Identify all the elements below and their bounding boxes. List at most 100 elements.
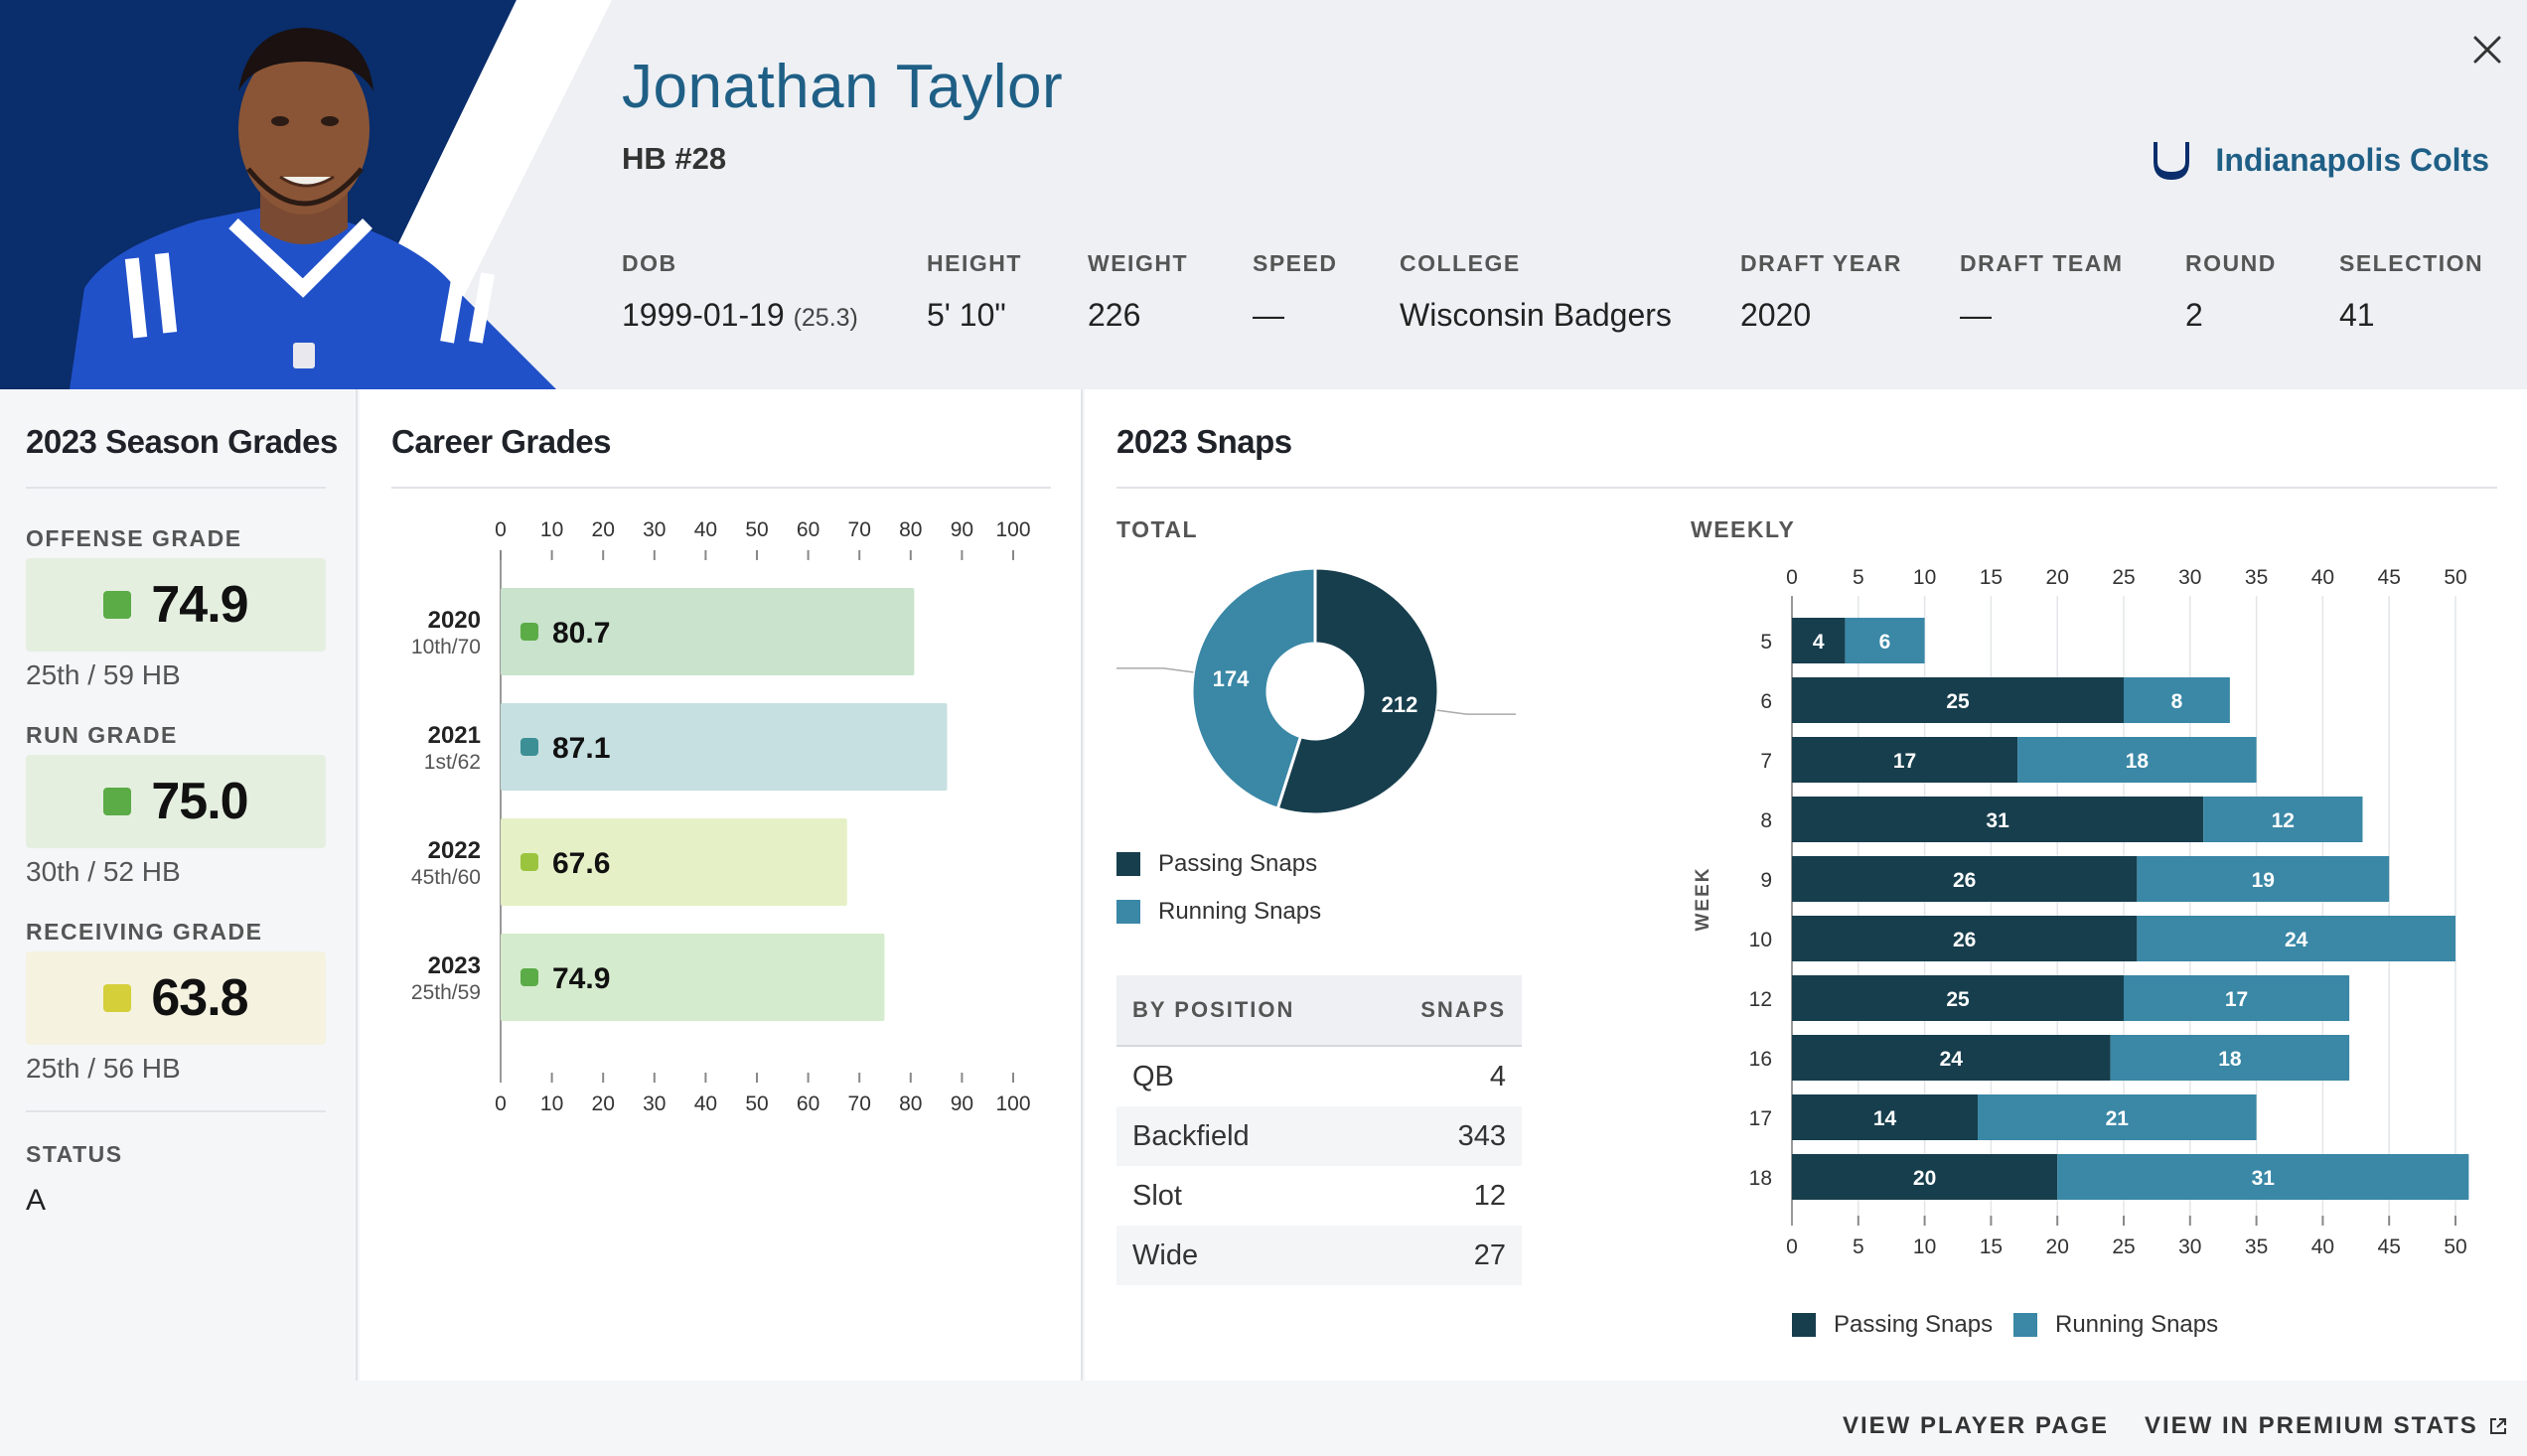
position-snaps: 12 xyxy=(1473,1179,1506,1212)
table-row: Slot 12 xyxy=(1116,1166,1522,1226)
divider xyxy=(26,1110,326,1112)
receiving-grade-label: RECEIVING GRADE xyxy=(26,919,263,945)
bar-value-label: 4 xyxy=(1813,631,1825,654)
bar-value-label: 25 xyxy=(1946,690,1970,713)
bio-label: DRAFT YEAR xyxy=(1740,250,1902,276)
table-row: QB 4 xyxy=(1116,1047,1522,1106)
grade-color-dot xyxy=(520,853,538,871)
offense-grade-value: 74.9 xyxy=(151,576,248,634)
bar-value-label: 18 xyxy=(2126,750,2150,773)
legend-label: Running Snaps xyxy=(2055,1311,2219,1338)
career-grades-panel: Career Grades 0 0 10 10 20 20 30 30 40 40 50 50 60 60… xyxy=(360,389,1083,1381)
footer: VIEW PLAYER PAGE VIEW IN PREMIUM STATS xyxy=(0,1381,2527,1456)
x-tick-label-bottom: 45 xyxy=(2378,1236,2401,1258)
bar-value-label: 31 xyxy=(2252,1167,2276,1190)
week-label: 17 xyxy=(1749,1107,1772,1130)
legend-label: Passing Snaps xyxy=(1158,850,1318,877)
x-tick-label-bottom: 20 xyxy=(592,1092,615,1115)
x-tick-label-bottom: 30 xyxy=(2178,1236,2201,1258)
season-rank-label: 10th/70 xyxy=(411,636,481,658)
running-snaps-bar xyxy=(2203,797,2363,842)
player-position: HB #28 xyxy=(622,141,727,176)
running-snaps-bar xyxy=(1978,1094,2257,1140)
bio-value: Wisconsin Badgers xyxy=(1400,297,1672,333)
x-tick-label-bottom: 40 xyxy=(2311,1236,2334,1258)
x-tick-label-top: 45 xyxy=(2378,566,2401,589)
season-rank-label: 1st/62 xyxy=(424,751,481,774)
snaps-header: SNAPS xyxy=(1420,997,1506,1022)
career-grades-title: Career Grades xyxy=(391,423,611,460)
by-position-header: BY POSITION xyxy=(1132,997,1295,1022)
x-tick-label-top: 70 xyxy=(848,518,871,541)
legend-swatch xyxy=(1792,1313,1816,1337)
view-premium-stats-link[interactable]: VIEW IN PREMIUM STATS xyxy=(2145,1412,2508,1440)
position-name: Backfield xyxy=(1132,1119,1250,1152)
y-axis-label: WEEK xyxy=(1693,867,1713,932)
donut-slice xyxy=(1275,568,1440,816)
bio-value: 41 xyxy=(2339,297,2375,333)
view-player-page-link[interactable]: VIEW PLAYER PAGE xyxy=(1843,1412,2109,1440)
career-grade-bar xyxy=(501,588,915,675)
bar-value-label: 17 xyxy=(2225,988,2248,1011)
bio-label: SPEED xyxy=(1253,250,1338,276)
running-snaps-bar xyxy=(2017,737,2257,783)
x-tick-label-bottom: 35 xyxy=(2245,1236,2268,1258)
snaps-title: 2023 Snaps xyxy=(1116,423,1292,460)
x-tick-label-bottom: 0 xyxy=(495,1092,507,1115)
table-body: QB 4 Backfield 343 Slot 12 Wide 27 xyxy=(1116,1047,1522,1285)
bar-value-label: 24 xyxy=(2285,929,2308,951)
bio-label: ROUND xyxy=(2185,250,2277,276)
bio-age: (25.3) xyxy=(793,304,858,332)
x-tick-label-bottom: 5 xyxy=(1853,1236,1864,1258)
season-year-label: 2023 xyxy=(428,952,481,979)
x-tick-label-bottom: 25 xyxy=(2112,1236,2135,1258)
team-name: Indianapolis Colts xyxy=(2215,141,2489,178)
bar-value-label: 25 xyxy=(1946,988,1970,1011)
bar-value-label: 21 xyxy=(2106,1107,2130,1130)
donut-leader-line xyxy=(1436,709,1516,715)
offense-grade-rank: 25th / 59 HB xyxy=(26,659,181,690)
season-rank-label: 25th/59 xyxy=(411,981,481,1004)
donut-slice xyxy=(1190,568,1317,811)
bio-speed: SPEED — xyxy=(1253,250,1337,334)
position-name: Slot xyxy=(1132,1179,1182,1212)
bio-value: — xyxy=(1253,297,1284,333)
donut-leader-line xyxy=(1116,667,1194,673)
weekly-label: WEEKLY xyxy=(1691,516,1796,542)
run-grade-value: 75.0 xyxy=(151,773,248,830)
bio-value: 2 xyxy=(2185,297,2203,333)
passing-snaps-bar xyxy=(1792,916,2138,961)
season-year-label: 2022 xyxy=(428,837,481,864)
season-year-label: 2020 xyxy=(428,607,481,634)
status-value: A xyxy=(26,1184,47,1217)
horseshoe-icon xyxy=(2154,142,2190,180)
x-tick-label-top: 30 xyxy=(643,518,666,541)
position-snaps: 27 xyxy=(1473,1238,1506,1271)
bio-value: — xyxy=(1960,297,1992,333)
grade-color-swatch xyxy=(103,788,132,815)
career-grade-value: 67.6 xyxy=(552,847,610,880)
bio-value: 226 xyxy=(1088,297,1141,333)
position-snaps: 343 xyxy=(1457,1119,1506,1152)
position-snaps: 4 xyxy=(1489,1060,1506,1092)
bar-value-label: 17 xyxy=(1893,750,1916,773)
divider xyxy=(391,487,1051,489)
team-info[interactable]: Indianapolis Colts xyxy=(2150,136,2489,184)
grade-color-dot xyxy=(520,738,538,756)
bio-height: HEIGHT 5' 10" xyxy=(927,250,1022,334)
bar-value-label: 31 xyxy=(1986,809,2009,832)
grade-color-swatch xyxy=(103,984,132,1012)
bar-value-label: 19 xyxy=(2252,869,2275,892)
x-tick-label-top: 40 xyxy=(694,518,717,541)
bio-college: COLLEGE Wisconsin Badgers xyxy=(1400,250,1672,334)
week-label: 9 xyxy=(1760,869,1772,892)
x-tick-label-top: 80 xyxy=(899,518,922,541)
week-label: 18 xyxy=(1749,1167,1772,1190)
legend-label: Running Snaps xyxy=(1158,898,1322,925)
view-premium-stats-label: VIEW IN PREMIUM STATS xyxy=(2145,1412,2478,1439)
x-tick-label-bottom: 15 xyxy=(1980,1236,2003,1258)
week-label: 7 xyxy=(1760,750,1772,773)
x-tick-label-top: 50 xyxy=(745,518,768,541)
bio-draft-year: DRAFT YEAR 2020 xyxy=(1740,250,1902,334)
close-icon[interactable] xyxy=(2467,30,2507,70)
